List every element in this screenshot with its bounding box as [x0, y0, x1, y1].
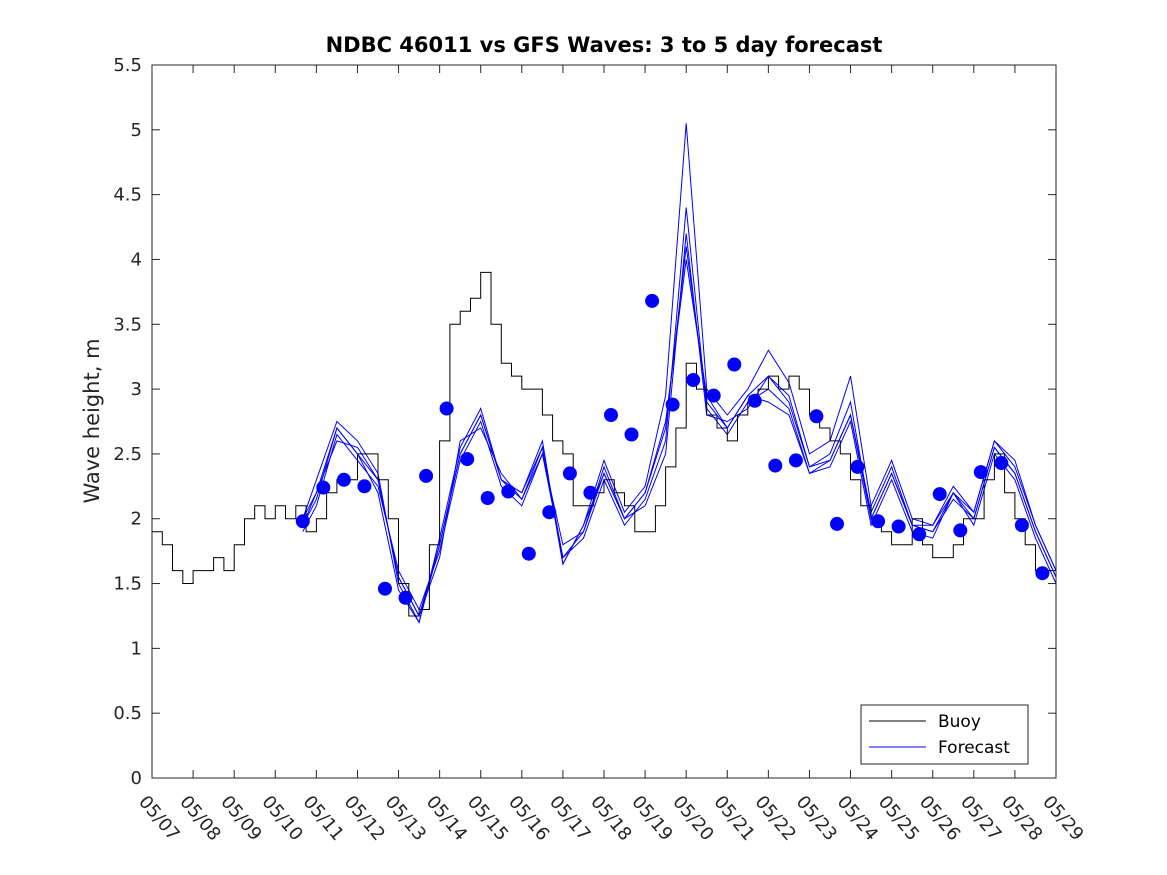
- x-tick-label: 05/23: [792, 792, 841, 845]
- forecast-point: [727, 357, 742, 372]
- x-tick-label: 05/14: [422, 792, 471, 845]
- y-tick-label: 3.5: [113, 314, 142, 335]
- forecast-point: [809, 409, 824, 424]
- y-tick-label: 5.5: [113, 55, 142, 76]
- x-tick-label: 05/19: [627, 792, 676, 845]
- forecast-point: [604, 408, 618, 422]
- x-tick-label: 05/15: [463, 792, 512, 845]
- y-tick-label: 2.5: [113, 444, 142, 465]
- x-tick-label: 05/24: [833, 792, 882, 845]
- forecast-point: [316, 480, 331, 495]
- forecast-markers: [295, 293, 1050, 605]
- forecast-point: [1014, 518, 1029, 533]
- x-tick-label: 05/16: [504, 792, 553, 845]
- forecast-point: [830, 516, 844, 531]
- y-tick-label: 1: [131, 638, 142, 659]
- forecast-point: [768, 458, 783, 473]
- legend-forecast-label: Forecast: [938, 738, 1010, 758]
- x-tick-label: 05/12: [340, 792, 389, 845]
- forecast-point: [357, 479, 372, 494]
- chart-title: NDBC 46011 vs GFS Waves: 3 to 5 day fore…: [326, 33, 883, 57]
- forecast-point: [378, 581, 392, 596]
- x-tick-label: 05/22: [751, 792, 800, 845]
- y-tick-label: 0.5: [113, 703, 142, 724]
- forecast-point: [419, 468, 434, 483]
- forecast-point: [871, 514, 886, 529]
- y-tick-label: 5: [131, 120, 142, 141]
- forecast-point: [583, 485, 598, 500]
- forecast-point: [542, 505, 557, 520]
- forecast-point: [295, 514, 310, 529]
- forecast-point: [336, 472, 351, 487]
- y-axis-ticks: 0 0.5 1 1.5 2 2.5 3 3.5 4 4.5 5 5.5: [113, 55, 1056, 789]
- x-tick-label: 05/25: [874, 792, 923, 845]
- x-tick-label: 05/18: [586, 792, 635, 845]
- y-tick-label: 3: [131, 379, 142, 400]
- x-tick-label: 05/17: [545, 792, 594, 845]
- x-tick-label: 05/27: [956, 792, 1005, 845]
- x-tick-label: 05/13: [381, 792, 430, 845]
- x-tick-label: 05/11: [299, 792, 348, 845]
- plot-background: [152, 65, 1056, 778]
- forecast-point: [398, 590, 413, 605]
- forecast-point: [439, 401, 454, 416]
- y-axis-label: Wave height, m: [80, 338, 104, 503]
- x-tick-label: 05/20: [668, 792, 717, 845]
- forecast-point: [480, 491, 495, 505]
- y-tick-label: 1.5: [113, 574, 142, 595]
- x-tick-label: 05/10: [257, 792, 306, 845]
- forecast-point: [645, 293, 660, 308]
- forecast-point: [665, 397, 680, 412]
- forecast-point: [994, 456, 1009, 470]
- forecast-run-line: [302, 207, 1057, 611]
- forecast-point: [891, 519, 906, 534]
- legend-buoy-label: Buoy: [938, 712, 981, 732]
- forecast-point: [521, 546, 536, 561]
- y-tick-label: 4.5: [113, 185, 142, 206]
- forecast-point: [460, 452, 475, 467]
- forecast-point: [562, 466, 577, 481]
- buoy-series-line: [152, 271, 1057, 617]
- forecast-point: [747, 393, 762, 408]
- x-tick-label: 05/07: [134, 792, 183, 845]
- series-layer: [152, 123, 1057, 624]
- forecast-point: [932, 487, 947, 502]
- forecast-point: [501, 484, 516, 499]
- forecast-point: [973, 465, 988, 480]
- forecast-point: [706, 388, 721, 403]
- forecast-point: [850, 459, 865, 474]
- x-tick-label: 05/29: [1038, 792, 1087, 845]
- y-tick-label: 2: [131, 509, 142, 530]
- forecast-point: [788, 453, 803, 468]
- forecast-point: [624, 427, 639, 442]
- forecast-point: [953, 523, 968, 538]
- x-tick-label: 05/09: [216, 792, 265, 845]
- forecast-point: [1035, 566, 1050, 581]
- forecast-point: [686, 373, 701, 387]
- x-tick-label: 05/26: [915, 792, 964, 845]
- legend: Buoy Forecast: [860, 704, 1029, 765]
- legend-box: [860, 704, 1029, 765]
- x-tick-label: 05/28: [997, 792, 1046, 845]
- x-tick-label: 05/21: [709, 792, 758, 845]
- y-tick-label: 4: [131, 249, 142, 270]
- forecast-series-line: [302, 246, 1057, 618]
- x-tick-label: 05/08: [175, 792, 224, 845]
- plot-frame: [151, 64, 1057, 779]
- y-tick-label: 0: [131, 768, 142, 789]
- forecast-point: [912, 527, 927, 542]
